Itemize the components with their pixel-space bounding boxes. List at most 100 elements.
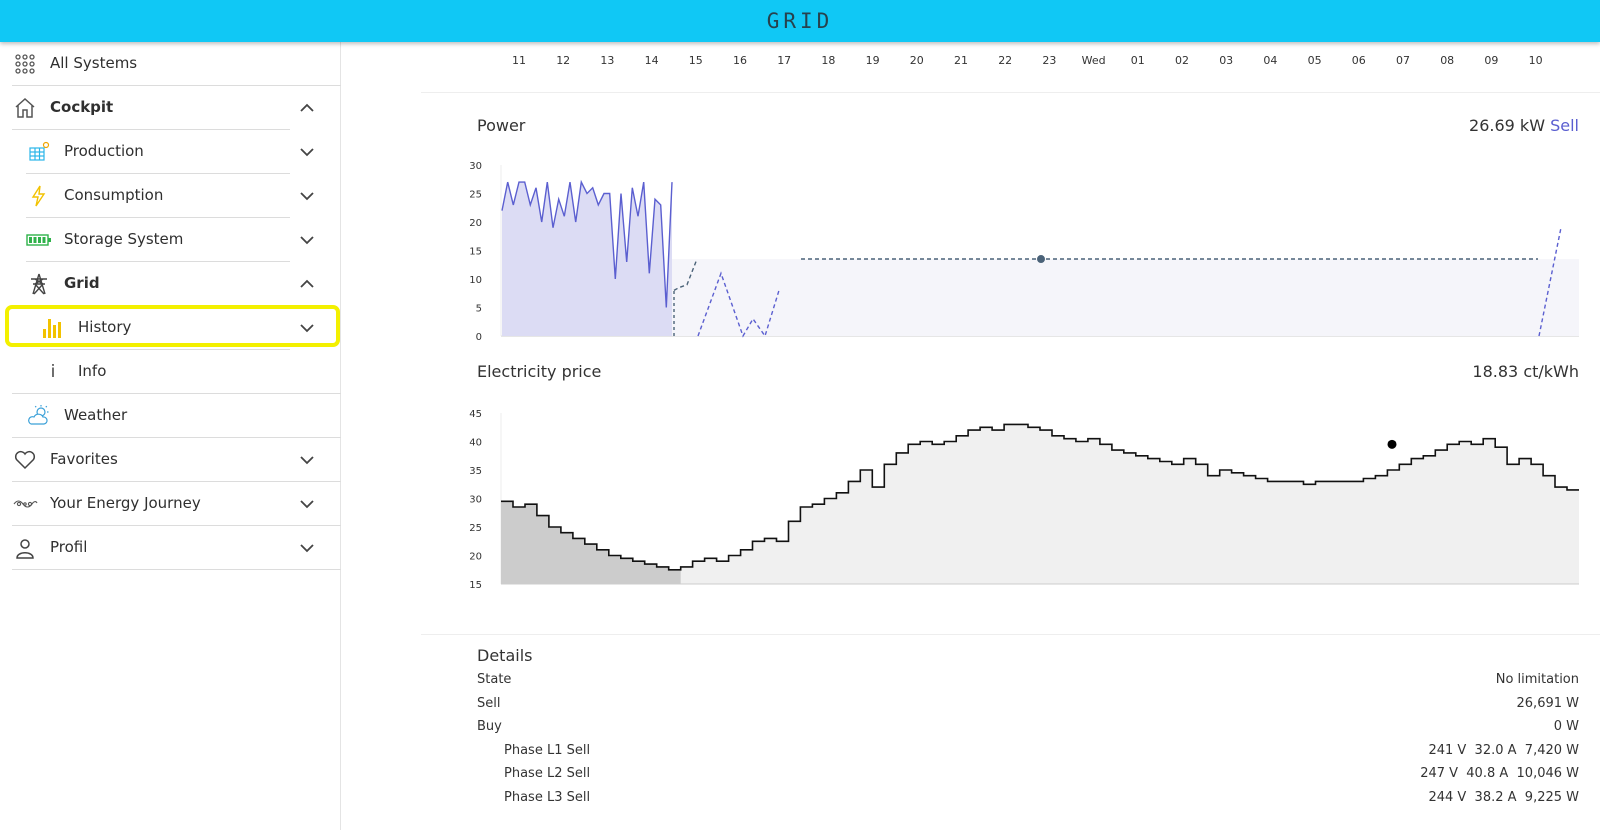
sidebar-item-all-systems[interactable]: All Systems [12,42,341,86]
details-value: 241 V 32.0 A 7,420 W [1428,742,1579,758]
time-axis: 11 12 13 14 15 16 17 18 19 20 21 22 23 Wed 01 02 03 04 05 0… [341,54,1600,74]
app-logo: GRID [766,9,834,33]
sidebar-item-profil[interactable]: Profil [12,526,341,570]
price-forecast-area [501,424,1579,584]
price-y-tick: 20 [469,552,482,563]
price-y-tick: 15 [469,580,482,591]
lightning-icon [26,183,52,209]
time-tick: 06 [1351,54,1366,67]
main-content: 11 12 13 14 15 16 17 18 19 20 21 22 23 Wed 01 02 03 04 05 0… [341,42,1600,830]
details-row: Sell 26,691 W [477,696,1579,718]
chevron-down-icon[interactable] [297,230,317,250]
solar-panel-icon [26,139,52,165]
details-label: Phase L1 Sell [504,742,591,758]
sidebar-item-energy-journey[interactable]: Your Energy Journey [12,482,341,526]
bar-chart-icon [40,315,66,341]
sidebar-item-label: All Systems [50,54,138,72]
power-y-tick: 0 [476,332,482,343]
time-tick: 16 [733,54,747,67]
details-value: 0 W [1553,719,1579,734]
sidebar-item-label: Cockpit [50,98,114,116]
power-y-tick: 5 [476,304,482,315]
time-tick: 15 [688,54,703,67]
time-tick: 18 [821,54,836,67]
price-y-tick: 30 [469,495,482,506]
time-tick: 23 [1042,54,1057,67]
time-tick: 04 [1263,54,1278,67]
time-tick: Wed [1081,54,1106,67]
time-tick: 17 [777,54,792,67]
power-chart[interactable]: 30 25 20 15 10 5 0 [341,150,1600,350]
chevron-up-icon[interactable] [297,274,317,294]
sidebar-item-storage-system[interactable]: Storage System [12,218,341,262]
sidebar-item-label: Weather [64,406,128,424]
home-icon [12,95,38,121]
power-current-marker[interactable] [1037,255,1045,264]
time-tick: 22 [998,54,1013,67]
details-value: 244 V 38.2 A 9,225 W [1428,789,1579,805]
price-chart[interactable]: 45 40 35 30 25 20 15 [341,398,1600,598]
battery-icon [26,227,52,253]
sidebar-item-favorites[interactable]: Favorites [12,438,341,482]
sidebar-item-info[interactable]: i Info [12,350,341,394]
power-y-tick: 30 [469,161,482,172]
price-title: Electricity price [477,362,602,381]
price-y-tick: 45 [469,409,482,420]
time-tick: 01 [1130,54,1145,67]
power-y-tick: 25 [469,190,482,201]
chevron-up-icon[interactable] [297,98,317,118]
power-forecast-line [697,271,780,338]
time-tick: 09 [1484,54,1499,67]
details-title: Details [477,646,533,665]
time-tick: 13 [600,54,615,67]
time-tick: 19 [865,54,880,67]
time-tick: 03 [1219,54,1234,67]
time-tick: 07 [1396,54,1410,67]
price-y-tick: 35 [469,466,482,477]
chevron-down-icon[interactable] [297,186,317,206]
time-tick: 12 [556,54,571,67]
divider [421,92,1600,93]
details-row: Buy 0 W [477,719,1579,741]
chevron-down-icon[interactable] [297,318,317,338]
price-y-tick: 40 [469,438,482,449]
power-measured-line [501,179,673,308]
sidebar-item-label: Info [78,362,107,380]
price-current-marker[interactable] [1387,439,1397,449]
info-icon: i [50,362,56,382]
power-value: 26.69 kW Sell [1469,116,1579,135]
price-y-tick: 25 [469,523,482,534]
time-tick: 02 [1175,54,1189,67]
time-tick: 20 [909,54,924,67]
time-tick: 10 [1528,54,1543,67]
power-y-tick: 15 [469,247,482,258]
sidebar-item-grid[interactable]: Grid [12,262,341,306]
sidebar-item-label: Production [64,142,144,160]
chevron-down-icon[interactable] [297,450,317,470]
sidebar-item-label: Grid [64,274,100,292]
power-forecast-line [673,258,698,292]
details-value: No limitation [1495,672,1579,687]
chevron-down-icon[interactable] [297,494,317,514]
chevron-down-icon[interactable] [297,538,317,558]
details-row: Phase L3 Sell 244 V 38.2 A 9,225 W [477,790,1579,812]
details-label: Buy [477,719,502,734]
chevron-down-icon[interactable] [297,142,317,162]
power-tower-icon [26,271,52,297]
grid-dots-icon [12,51,38,77]
sidebar-item-label: Consumption [64,186,164,204]
sidebar-item-label: History [78,318,132,336]
active-item-highlight [5,305,340,347]
sidebar-item-label: Profil [50,538,88,556]
sidebar-item-consumption[interactable]: Consumption [12,174,341,218]
time-tick: 11 [512,54,526,67]
details-row: Phase L2 Sell 247 V 40.8 A 10,046 W [477,766,1579,788]
cloud-sun-icon [26,403,52,429]
energy-journey-icon [12,491,38,517]
sidebar-item-history[interactable]: History [12,306,341,350]
sidebar-item-cockpit[interactable]: Cockpit [12,86,341,130]
details-row: Phase L1 Sell 241 V 32.0 A 7,420 W [477,743,1579,765]
sidebar-item-production[interactable]: Production [12,130,341,174]
sidebar-item-weather[interactable]: Weather [12,394,341,438]
price-line [501,423,1579,571]
